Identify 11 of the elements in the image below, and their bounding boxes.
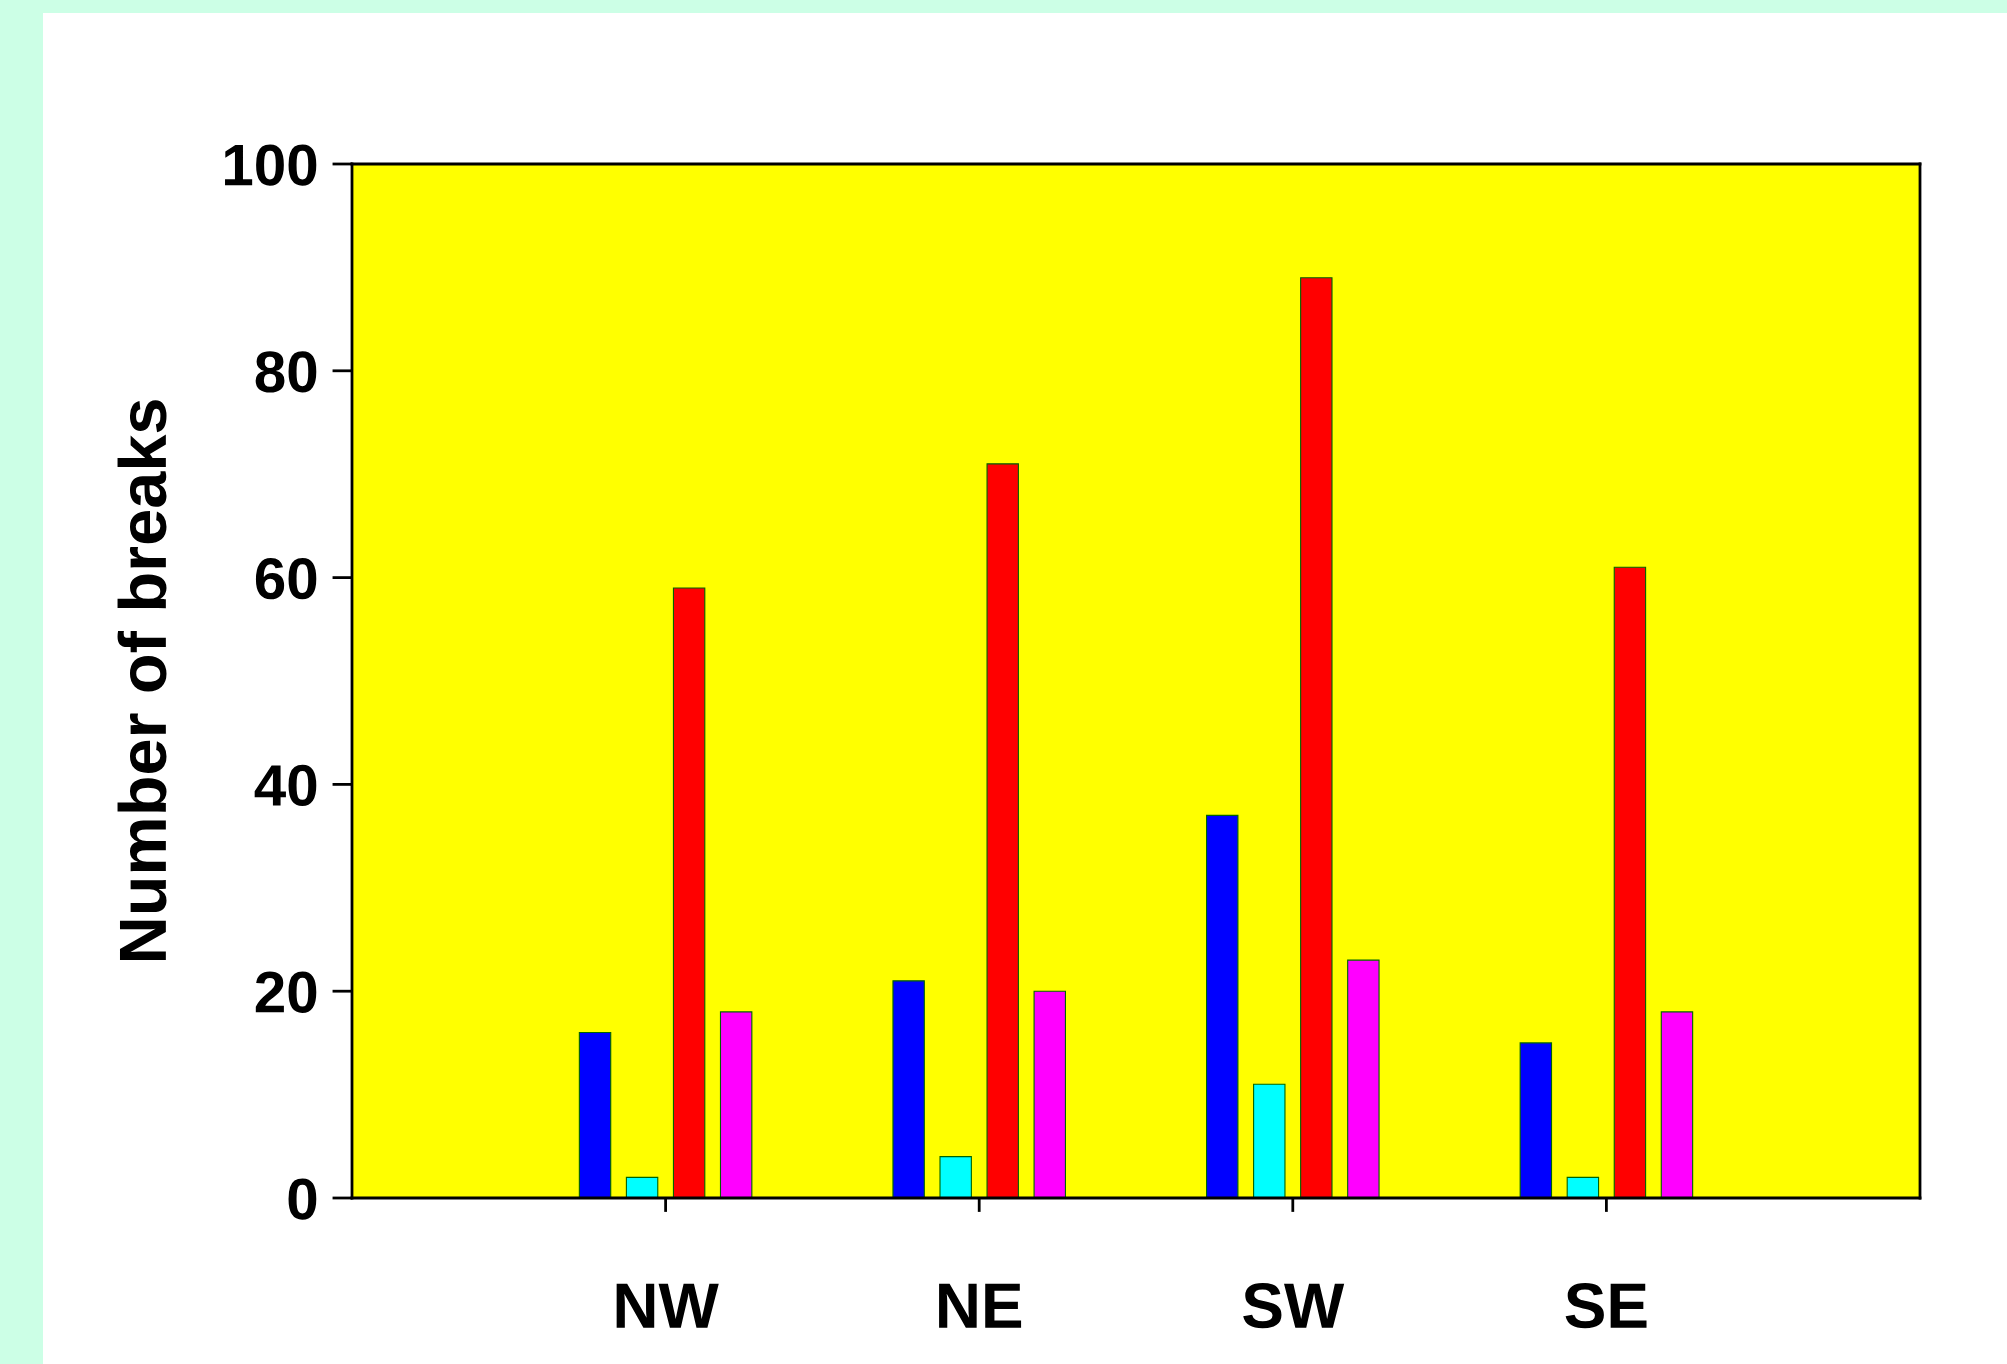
y-axis-title: Number of breaks: [117, 400, 167, 960]
y-tick-label: 60: [255, 558, 317, 600]
y-tick-label: 80: [255, 351, 317, 393]
y-tick-label: 0: [288, 1178, 317, 1220]
y-tick-label: 100: [225, 144, 317, 186]
x-tick-label: SE: [1565, 1283, 1647, 1329]
y-tick-label: 40: [254, 764, 317, 807]
x-tick-label: NW: [616, 1283, 719, 1328]
x-tick-label: NE: [939, 1283, 1022, 1328]
x-tick-label: SW: [1243, 1283, 1345, 1329]
y-tick-label: 20: [255, 971, 317, 1013]
